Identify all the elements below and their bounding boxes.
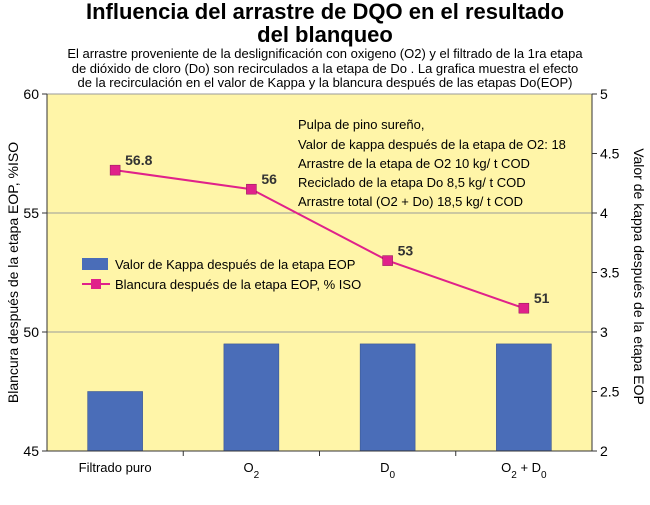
- brightness-data-label: 51: [534, 290, 550, 306]
- right-axis-label: Valor de kappa después de la etapa EOP: [631, 148, 647, 405]
- kappa-bar: [223, 343, 280, 452]
- legend-bar-label: Valor de Kappa después de la etapa EOP: [115, 257, 355, 272]
- left-tick-label: 45: [23, 443, 39, 459]
- x-tick-label: O2 + D0: [501, 460, 547, 481]
- chart-title-line-1: Influencia del arrastre de DQO en el res…: [85, 0, 565, 24]
- left-tick-label: 50: [23, 324, 39, 340]
- kappa-bar: [359, 343, 416, 452]
- brightness-data-label: 53: [398, 243, 414, 259]
- kappa-bar: [87, 391, 143, 452]
- chart-title-line-2: del blanqueo: [257, 22, 393, 47]
- left-tick-label: 60: [23, 86, 39, 102]
- chart-title: Influencia del arrastre de DQO en el res…: [0, 0, 650, 46]
- legend-bar-swatch: [82, 258, 108, 270]
- annotation-line-5: Arrastre total (O2 + Do) 18,5 kg/ t COD: [298, 194, 523, 209]
- right-tick-label: 3: [600, 324, 608, 340]
- chart-subtitle: El arrastre proveniente de la deslignifi…: [30, 46, 620, 91]
- right-tick-label: 3.5: [600, 265, 620, 281]
- brightness-line: [114, 169, 525, 310]
- brightness-data-label: 56.8: [125, 152, 152, 168]
- legend-line-label: Blancura después de la etapa EOP, % ISO: [115, 277, 361, 292]
- brightness-point: [382, 255, 393, 266]
- brightness-point: [518, 302, 530, 314]
- left-tick-label: 55: [23, 205, 39, 221]
- brightness-data-label: 56: [261, 171, 277, 187]
- x-tick-label: D0: [380, 460, 395, 481]
- kappa-bar: [496, 343, 552, 452]
- annotation-line-4: Reciclado de la etapa Do 8,5 kg/ t COD: [298, 175, 526, 190]
- gridlines: [47, 93, 592, 333]
- legend: Valor de Kappa después de la etapa EOP B…: [82, 257, 361, 292]
- right-tick-label: 2: [600, 443, 608, 459]
- right-tick-label: 2.5: [600, 384, 620, 400]
- x-tick-label: Filtrado puro: [79, 460, 152, 475]
- annotation-block: Pulpa de pino sureño, Valor de kappa des…: [298, 117, 566, 209]
- legend-line-marker: [91, 279, 101, 289]
- subtitle-line-2: de dióxido de cloro (Do) son recirculado…: [71, 60, 579, 76]
- right-tick-label: 5: [600, 86, 608, 102]
- line-series: 56.8 56 53 51: [109, 152, 550, 314]
- left-axis-label: Blancura después de la etapa EOP, %ISO: [5, 142, 21, 403]
- subtitle-line-1: El arrastre proveniente de la deslignifi…: [67, 46, 583, 61]
- subtitle-line-3: de la recirculación en el valor de Kappa…: [77, 75, 573, 90]
- annotation-line-2: Valor de kappa después de la etapa de O2…: [298, 137, 566, 152]
- right-tick-label: 4: [600, 205, 608, 221]
- annotation-line-1: Pulpa de pino sureño,: [298, 117, 424, 132]
- x-tick-label: O2: [244, 460, 260, 481]
- annotation-line-3: Arrastre de la etapa de O2 10 kg/ t COD: [298, 156, 530, 171]
- brightness-point: [109, 164, 121, 176]
- brightness-point: [246, 183, 257, 195]
- right-tick-label: 4.5: [600, 146, 620, 162]
